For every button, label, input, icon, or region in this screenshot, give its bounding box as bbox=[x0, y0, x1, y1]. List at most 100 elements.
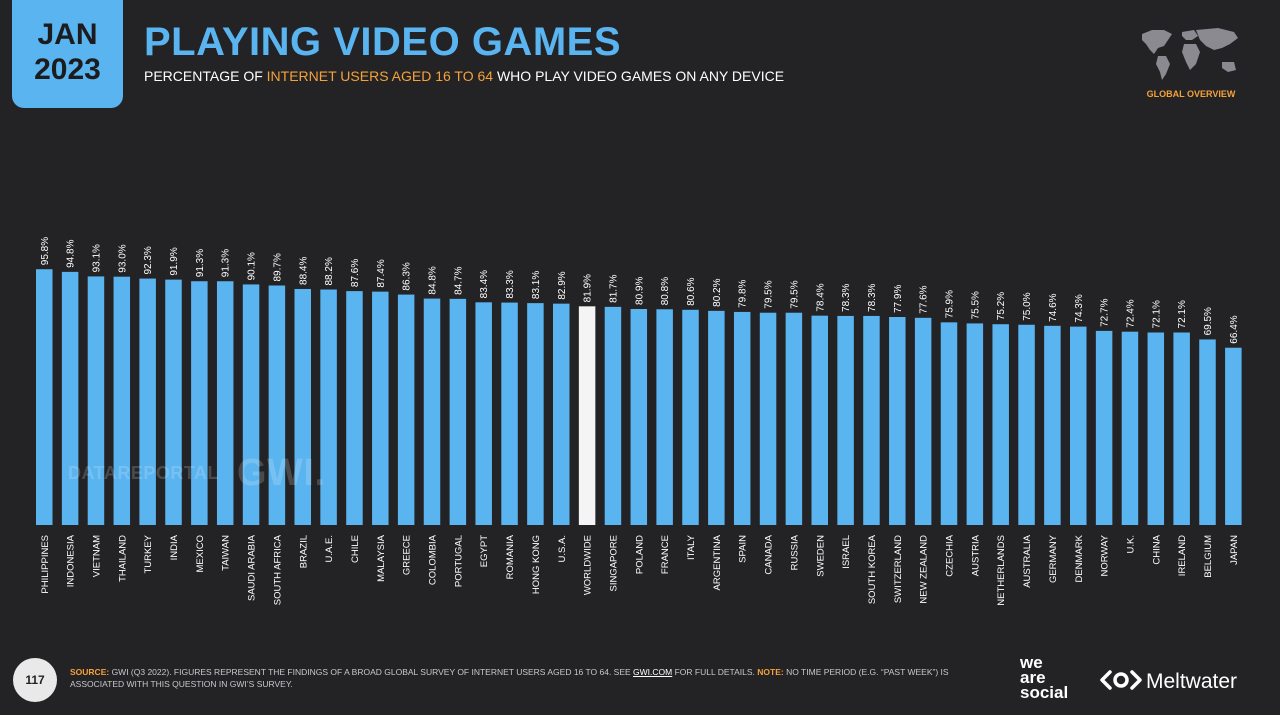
category-label: HONG KONG bbox=[531, 535, 542, 594]
bar-worldwide bbox=[578, 306, 596, 525]
bar-france bbox=[656, 309, 673, 525]
bar-germany bbox=[1044, 325, 1061, 525]
bar-romania bbox=[501, 302, 518, 525]
category-label: MEXICO bbox=[195, 535, 206, 572]
value-label: 83.1% bbox=[531, 271, 542, 299]
bar-new-zealand bbox=[914, 317, 932, 525]
value-label: 80.8% bbox=[660, 277, 671, 305]
bar-norway bbox=[1095, 330, 1113, 525]
meltwater-logo: Meltwater bbox=[1100, 669, 1238, 693]
bar-egypt bbox=[475, 302, 492, 525]
bar-china bbox=[1147, 332, 1165, 525]
category-label: SOUTH AFRICA bbox=[272, 534, 283, 605]
bar-south-africa bbox=[268, 285, 286, 525]
category-label: SWEDEN bbox=[815, 535, 826, 577]
source-note: SOURCE: GWI (Q3 2022). FIGURES REPRESENT… bbox=[70, 666, 1000, 690]
bar-saudi-arabia bbox=[242, 284, 260, 525]
category-label: WORLDWIDE bbox=[583, 535, 594, 595]
category-label: PHILIPPINES bbox=[40, 535, 51, 594]
bar-chart-svg: 95.8% PHILIPPINES 94.8% INDONESIA 93.1% VIETN… bbox=[36, 237, 1242, 606]
value-label: 79.5% bbox=[789, 280, 800, 308]
value-label: 80.2% bbox=[712, 278, 723, 306]
subtitle-highlight: INTERNET USERS AGED 16 TO 64 bbox=[266, 68, 494, 84]
value-label: 69.5% bbox=[1203, 307, 1214, 335]
meltwater-text: Meltwater bbox=[1146, 670, 1238, 693]
bar-australia bbox=[1018, 324, 1035, 525]
category-label: AUSTRALIA bbox=[1022, 534, 1033, 587]
bar-sweden bbox=[811, 315, 828, 525]
value-label: 86.3% bbox=[402, 262, 413, 290]
gwi-watermark: GWI. bbox=[236, 452, 326, 494]
category-label: MALAYSIA bbox=[376, 534, 387, 581]
value-label: 75.9% bbox=[945, 290, 956, 318]
value-label: 78.4% bbox=[815, 283, 826, 311]
bar-ireland bbox=[1173, 332, 1190, 525]
source-text: GWI (Q3 2022). FIGURES REPRESENT THE FIN… bbox=[109, 667, 634, 677]
value-label: 72.1% bbox=[1177, 300, 1188, 328]
value-label: 88.4% bbox=[298, 257, 309, 285]
value-label: 78.3% bbox=[841, 283, 852, 311]
bar-argentina bbox=[708, 310, 725, 525]
datareportal-watermark: DATAREPORTAL bbox=[68, 463, 219, 483]
watermark: DATAREPORTAL GWI. bbox=[68, 452, 326, 495]
bar-spain bbox=[733, 311, 751, 525]
world-map-icon bbox=[1142, 28, 1238, 80]
bar-brazil bbox=[294, 288, 311, 525]
bar-south-korea bbox=[863, 315, 880, 525]
value-label: 89.7% bbox=[272, 253, 283, 281]
category-label: SINGAPORE bbox=[608, 535, 619, 592]
bar-chile bbox=[346, 291, 363, 525]
date-year: 2023 bbox=[34, 53, 101, 86]
value-label: 91.3% bbox=[221, 249, 232, 277]
bar-israel bbox=[837, 315, 854, 525]
page-title: PLAYING VIDEO GAMES bbox=[144, 20, 621, 64]
category-label: ROMANIA bbox=[505, 534, 516, 579]
category-label: GERMANY bbox=[1048, 534, 1059, 583]
bar-mexico bbox=[191, 281, 208, 525]
category-label: RUSSIA bbox=[789, 534, 800, 570]
category-label: AUSTRIA bbox=[970, 534, 981, 576]
source-link[interactable]: GWI.COM bbox=[633, 667, 673, 677]
bar-chart: 95.8% PHILIPPINES 94.8% INDONESIA 93.1% VIETN… bbox=[0, 130, 1280, 670]
bar-japan bbox=[1225, 347, 1242, 525]
value-label: 78.3% bbox=[867, 283, 878, 311]
value-label: 92.3% bbox=[143, 246, 154, 274]
category-label: THAILAND bbox=[117, 535, 128, 582]
value-label: 83.3% bbox=[505, 270, 516, 298]
value-label: 79.5% bbox=[764, 280, 775, 308]
bar-italy bbox=[682, 309, 699, 525]
category-label: ITALY bbox=[686, 534, 697, 560]
note-text: NO TIME PERIOD (E.G. “PAST WEEK”) IS ASS… bbox=[70, 667, 949, 689]
category-label: SWITZERLAND bbox=[893, 535, 904, 603]
bar-hong-kong bbox=[527, 303, 544, 525]
category-label: POLAND bbox=[634, 535, 645, 574]
bar-netherlands bbox=[992, 324, 1009, 525]
value-label: 80.6% bbox=[686, 277, 697, 305]
category-label: BELGIUM bbox=[1203, 535, 1214, 578]
source-label: SOURCE: bbox=[70, 667, 110, 677]
source-text-2: FOR FULL DETAILS. bbox=[672, 667, 758, 677]
value-label: 77.9% bbox=[893, 285, 904, 313]
category-label: ISRAEL bbox=[841, 535, 852, 569]
category-label: NORWAY bbox=[1100, 534, 1111, 576]
value-label: 91.3% bbox=[195, 249, 206, 277]
category-label: TAIWAN bbox=[221, 535, 232, 571]
category-label: U.K. bbox=[1125, 535, 1136, 553]
value-label: 74.6% bbox=[1048, 293, 1059, 321]
bar-belgium bbox=[1199, 339, 1216, 525]
value-label: 84.7% bbox=[453, 266, 464, 294]
bar-russia bbox=[785, 312, 803, 525]
value-label: 82.9% bbox=[557, 271, 568, 299]
value-label: 93.0% bbox=[117, 244, 128, 272]
value-label: 77.6% bbox=[919, 285, 930, 313]
bar-poland bbox=[630, 308, 648, 525]
bar-u-k- bbox=[1121, 331, 1139, 525]
category-label: TURKEY bbox=[143, 534, 154, 573]
category-label: SAUDI ARABIA bbox=[247, 534, 258, 601]
category-label: JAPAN bbox=[1229, 535, 1240, 565]
subtitle-prefix: PERCENTAGE OF bbox=[144, 68, 267, 84]
category-label: FRANCE bbox=[660, 535, 671, 574]
category-label: SOUTH KOREA bbox=[867, 534, 878, 604]
value-label: 87.4% bbox=[376, 259, 387, 287]
category-label: GREECE bbox=[402, 535, 413, 575]
